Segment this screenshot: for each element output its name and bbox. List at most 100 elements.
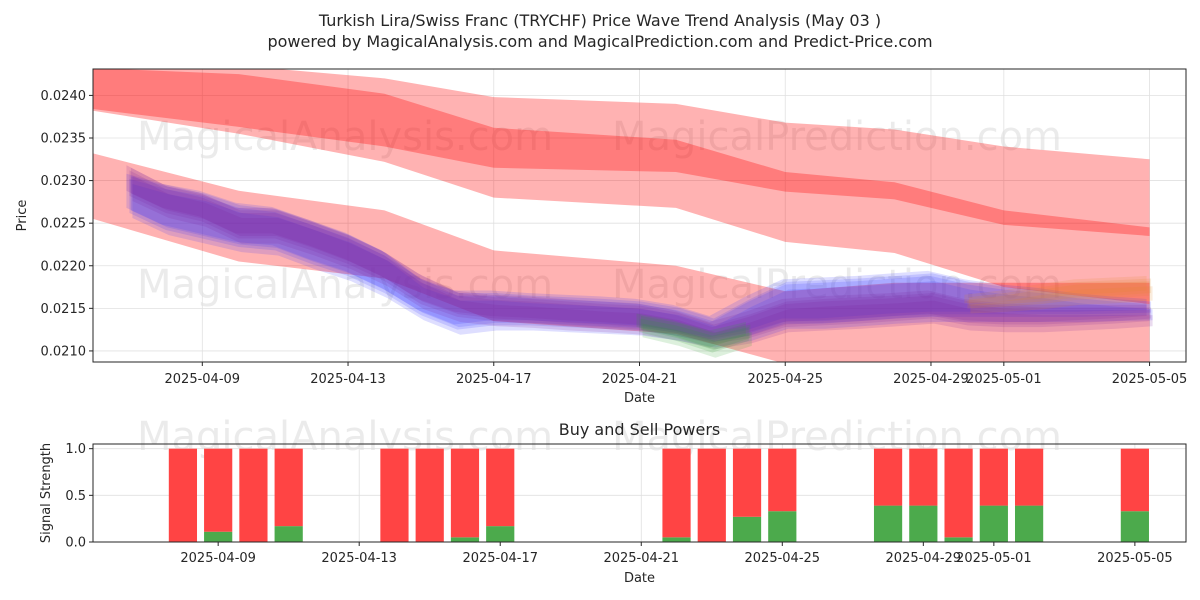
price-y-tick-label: 0.0210 [41, 344, 87, 359]
buy-power-bar [662, 537, 691, 542]
wave-band-layer [130, 167, 1152, 342]
sell-power-bar [486, 448, 515, 527]
buy-power-bar [979, 505, 1008, 542]
price-y-tick-label: 0.0220 [41, 259, 87, 274]
wave-band-layer [968, 278, 1152, 306]
buy-power-bar [768, 511, 797, 542]
sell-power-bar [1120, 448, 1149, 512]
buy-power-bar [486, 526, 515, 542]
buy-power-bar [944, 537, 973, 542]
signal-x-ticks: 2025-04-09 2025-04-13 2025-04-17 2025-04-21… [180, 542, 1173, 566]
price-x-tick-label: 2025-05-01 [966, 372, 1042, 387]
wave-band-layer [642, 323, 752, 358]
sell-power-bar [168, 448, 198, 542]
signal-y-ticks: 0.0 0.5 1.0 [65, 442, 93, 551]
price-x-tick-label: 2025-04-21 [602, 372, 678, 387]
buy-power-bar [450, 537, 480, 542]
sell-power-bar [944, 448, 973, 538]
watermark-text: MagicalPrediction.com [612, 262, 1062, 308]
wave-band-layer [970, 286, 1153, 314]
signal-x-tick-label: 2025-04-13 [321, 551, 397, 566]
series-green-wave-band [636, 313, 752, 358]
watermark-text: MagicalAnalysis.com [137, 262, 553, 308]
price-x-tick-label: 2025-04-17 [456, 372, 532, 387]
buy-power-bar [1120, 511, 1149, 542]
sell-power-bar [979, 448, 1008, 506]
wave-band-layer [639, 318, 749, 353]
signal-x-tick-label: 2025-05-01 [956, 551, 1032, 566]
price-y-tick-label: 0.0235 [41, 131, 87, 146]
signal-y-tick-label: 0.0 [65, 536, 86, 551]
signal-x-tick-label: 2025-04-25 [745, 551, 821, 566]
wave-band-layer [641, 316, 751, 351]
wave-band-layer [132, 175, 1153, 350]
buy-power-bar [873, 505, 903, 542]
series-upper-wave-band [93, 69, 1150, 305]
signal-x-tick-label: 2025-04-29 [886, 551, 962, 566]
price-x-tick-label: 2025-04-25 [747, 372, 823, 387]
series-blue-wave-band [126, 173, 1153, 348]
sell-power-bar [662, 448, 691, 538]
wave-band-core [93, 69, 1150, 236]
price-y-tick-label: 0.0215 [41, 302, 87, 317]
signal-y-tick-label: 0.5 [65, 489, 86, 504]
signal-chart-title: Buy and Sell Powers [559, 420, 721, 439]
sell-power-bar [768, 448, 797, 512]
wave-band-layer [129, 178, 1150, 343]
sell-power-bar [732, 448, 762, 517]
chart-subtitle: powered by MagicalAnalysis.com and Magic… [267, 32, 932, 51]
sell-power-bar [450, 448, 480, 538]
price-y-tick-label: 0.0230 [41, 174, 87, 189]
wave-band-layer [967, 281, 1150, 309]
buy-power-bar [204, 531, 233, 542]
wave-band-area [93, 69, 1150, 305]
sell-power-bar [1014, 448, 1044, 506]
sell-power-bar [873, 448, 903, 506]
wave-band-layer [126, 173, 1147, 338]
buy-power-bar [1014, 505, 1044, 542]
price-y-axis-label: Price [15, 200, 30, 232]
price-x-tick-label: 2025-04-09 [165, 372, 241, 387]
wave-band-layer [129, 170, 1150, 345]
sell-power-bar [274, 448, 303, 527]
signal-y-tick-label: 1.0 [65, 442, 86, 457]
price-panel: 2025-04-09 2025-04-13 2025-04-17 2025-04-21… [15, 68, 1188, 406]
signal-panel: Buy and Sell Powers 2025-04-09 2025-04-13… [39, 420, 1187, 586]
signal-y-axis-label: Signal Strength [39, 443, 54, 543]
series-orange-wave-band [964, 275, 1153, 314]
sell-power-bar [239, 448, 268, 542]
signal-x-tick-label: 2025-04-21 [603, 551, 679, 566]
sell-power-bar [415, 448, 444, 542]
price-y-tick-label: 0.0240 [41, 89, 87, 104]
wave-band-area [93, 153, 1150, 362]
price-x-tick-label: 2025-04-29 [893, 372, 969, 387]
signal-x-tick-label: 2025-04-09 [180, 551, 256, 566]
sell-power-bar [909, 448, 938, 506]
sell-power-bar [204, 448, 233, 532]
signal-axes-frame [92, 443, 1187, 543]
wave-band-layer [130, 176, 1152, 340]
price-series-layer [93, 69, 1153, 362]
price-x-tick-label: 2025-05-05 [1112, 372, 1188, 387]
wave-band-layer [132, 183, 1153, 348]
price-y-tick-label: 0.0225 [41, 217, 87, 232]
sell-power-bar [380, 448, 409, 542]
buy-power-bar [732, 516, 762, 542]
signal-x-tick-label: 2025-05-05 [1097, 551, 1173, 566]
series-purple-wave-band [126, 165, 1153, 350]
series-lower-wave-band [93, 153, 1150, 362]
watermark-text: MagicalPrediction.com [612, 114, 1062, 160]
signal-x-axis-label: Date [624, 571, 655, 586]
price-y-ticks: 0.0210 0.0215 0.0220 0.0225 0.0230 0.0235 0.02… [41, 89, 93, 359]
price-x-tick-label: 2025-04-13 [310, 372, 386, 387]
wave-band-layer [126, 165, 1147, 340]
wave-band-layer [964, 275, 1147, 304]
buy-power-bar [274, 526, 303, 542]
chart-title: Turkish Lira/Swiss Franc (TRYCHF) Price … [318, 11, 881, 30]
wave-band-layer [636, 313, 746, 348]
buy-power-bar [909, 505, 938, 542]
signal-x-tick-label: 2025-04-17 [462, 551, 538, 566]
price-x-ticks: 2025-04-09 2025-04-13 2025-04-17 2025-04-21… [165, 362, 1188, 387]
signal-bars-layer [168, 448, 1149, 542]
